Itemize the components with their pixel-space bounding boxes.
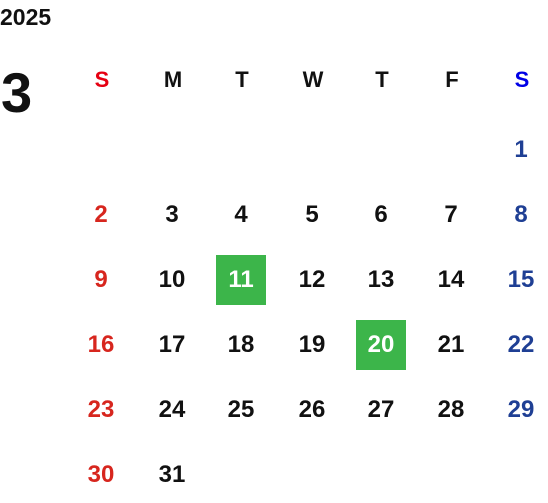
day[interactable]: 15 [507,266,535,293]
weekday-label: F [445,67,459,92]
month: 3 [1,61,33,124]
day[interactable]: 18 [227,331,255,358]
day[interactable]: 30 [87,461,115,488]
day[interactable]: 4 [234,201,248,228]
day-highlighted[interactable]: 20 [356,320,406,370]
day[interactable]: 9 [94,266,108,293]
weekday-label: T [235,67,249,92]
day[interactable]: 21 [437,331,465,358]
day[interactable]: 7 [444,201,458,228]
day[interactable]: 22 [507,331,535,358]
day[interactable]: 17 [158,331,186,358]
day[interactable]: 19 [298,331,326,358]
weekday-label: S [94,67,110,92]
day[interactable]: 3 [165,201,179,228]
day[interactable]: 8 [514,201,528,228]
day[interactable]: 6 [374,201,388,228]
day[interactable]: 16 [87,331,115,358]
day[interactable]: 26 [298,396,326,423]
day[interactable]: 13 [367,266,395,293]
day[interactable]: 2 [94,201,108,228]
day[interactable]: 24 [158,396,186,423]
day[interactable]: 29 [507,396,535,423]
weekday-label: S [514,67,530,92]
weekday-label: W [302,67,324,92]
day[interactable]: 31 [158,461,186,488]
day[interactable]: 1 [514,136,528,163]
day[interactable]: 12 [298,266,326,293]
day[interactable]: 27 [367,396,395,423]
weekday-label: T [375,67,389,92]
day[interactable]: 14 [437,266,465,293]
day[interactable]: 10 [158,266,186,293]
day-highlighted[interactable]: 11 [216,255,266,305]
year: 2025 [0,4,52,30]
weekday-label: M [163,67,183,92]
day[interactable]: 5 [305,201,319,228]
day[interactable]: 28 [437,396,465,423]
day[interactable]: 23 [87,396,115,423]
day[interactable]: 25 [227,396,255,423]
